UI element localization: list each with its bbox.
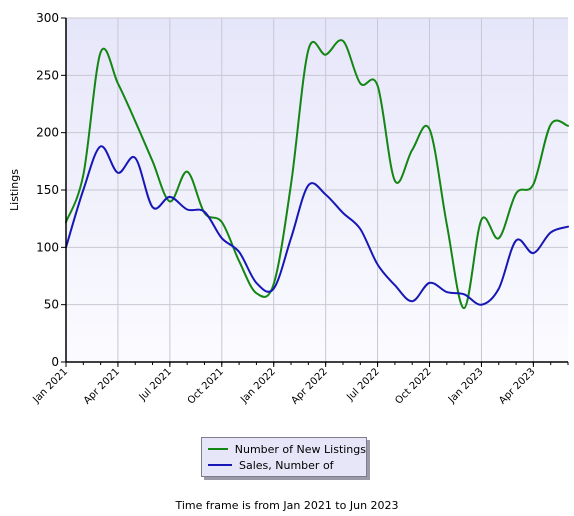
y-tick-label: 250 [36, 68, 59, 82]
y-tick-label: 100 [36, 240, 59, 254]
x-tick-label: Apr 2022 [290, 366, 330, 406]
y-tick-label: 200 [36, 126, 59, 140]
x-tick-label: Jul 2021 [137, 366, 174, 403]
y-axis-label: Listings [8, 169, 21, 211]
x-tick-label: Apr 2023 [497, 366, 537, 406]
legend-item-new-listings: Number of New Listings [208, 441, 366, 457]
x-tick-label: Oct 2022 [393, 366, 433, 406]
x-tick-labels: Jan 2021 Apr 2021 Jul 2021 Oct 2021 Jan 2022… [30, 366, 537, 406]
legend: Number of New Listings Sales, Number of [201, 437, 367, 477]
y-tick-labels: 0 50 100 150 200 250 300 [36, 11, 59, 369]
legend-item-sales: Sales, Number of [208, 457, 366, 473]
x-tick-label: Oct 2021 [186, 366, 226, 406]
legend-swatch-new-listings [208, 448, 228, 450]
y-tick-label: 150 [36, 183, 59, 197]
legend-label-sales: Sales, Number of [239, 458, 334, 472]
x-tick-label: Jan 2022 [238, 366, 278, 406]
line-chart: 0 50 100 150 200 250 300 Jan 2021 Apr 2021 Jul 2… [8, 11, 569, 407]
x-tick-label: Jul 2022 [344, 366, 381, 403]
legend-swatch-sales [208, 464, 232, 466]
legend-label-new-listings: Number of New Listings [234, 442, 366, 456]
y-tick-label: 50 [44, 298, 59, 312]
x-tick-label: Jan 2023 [446, 366, 486, 406]
series-lines [65, 39, 569, 310]
series-line-new-listings [65, 39, 569, 310]
y-tick-label: 300 [36, 11, 59, 25]
axes [61, 17, 569, 367]
y-tick-label: 0 [51, 355, 59, 369]
time-frame-note: Time frame is from Jan 2021 to Jun 2023 [175, 499, 399, 512]
series-line-sales [65, 145, 569, 306]
x-tick-label: Jan 2021 [30, 366, 70, 406]
x-tick-label: Apr 2021 [82, 366, 122, 406]
